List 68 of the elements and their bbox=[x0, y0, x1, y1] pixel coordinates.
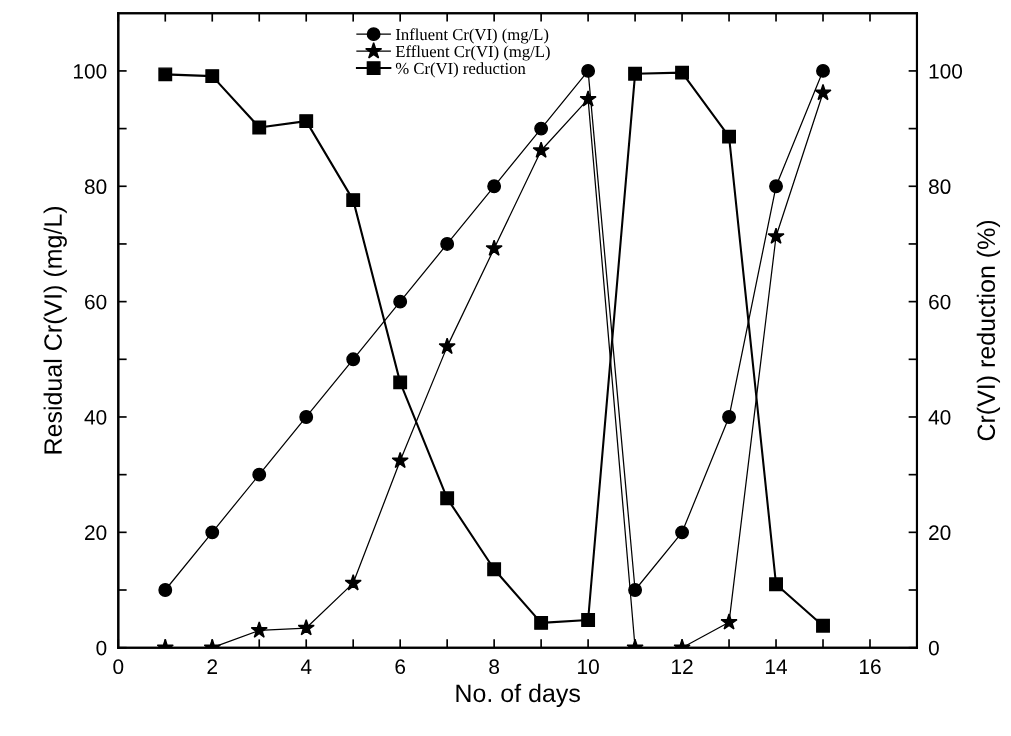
point bbox=[767, 227, 785, 244]
y2-tick-label: 100 bbox=[929, 63, 963, 79]
y2-tick-label: 60 bbox=[929, 294, 951, 310]
y2-tick-label: 40 bbox=[928, 409, 951, 425]
y2-axis-title: Cr(VI) reduction (%) bbox=[976, 220, 1001, 441]
point bbox=[205, 69, 220, 84]
point bbox=[579, 90, 597, 107]
point bbox=[158, 67, 173, 82]
point bbox=[344, 574, 362, 591]
x-tick-label: 6 bbox=[395, 659, 406, 675]
point bbox=[205, 525, 220, 540]
point bbox=[391, 451, 409, 469]
point bbox=[628, 583, 643, 597]
y2-tick-label: 20 bbox=[929, 525, 951, 541]
y-axis-title: Residual Cr(VI) (mg/L) bbox=[43, 206, 67, 454]
point bbox=[440, 237, 455, 251]
x-tick-label: 8 bbox=[489, 659, 500, 675]
point bbox=[534, 615, 549, 630]
y-tick-label: 20 bbox=[85, 525, 107, 541]
point bbox=[675, 525, 690, 540]
point bbox=[440, 491, 455, 506]
point bbox=[346, 352, 361, 367]
point bbox=[722, 129, 736, 144]
y-tick-label: 40 bbox=[84, 409, 107, 425]
x-tick-label: 12 bbox=[672, 659, 693, 674]
point bbox=[722, 410, 736, 424]
point bbox=[487, 562, 502, 577]
point bbox=[769, 179, 783, 194]
point bbox=[675, 65, 690, 80]
y-tick-label: 80 bbox=[84, 179, 107, 195]
legend-label: Effluent Cr(VI) (mg/L) bbox=[395, 45, 550, 61]
legend-label: % Cr(VI) reduction bbox=[395, 62, 526, 78]
y2-tick-label: 80 bbox=[928, 179, 951, 195]
point bbox=[816, 63, 830, 78]
point bbox=[720, 613, 738, 630]
y2-tick-label: 0 bbox=[928, 640, 939, 656]
point bbox=[393, 294, 408, 309]
point bbox=[393, 375, 408, 390]
point bbox=[769, 577, 783, 592]
point bbox=[346, 193, 361, 208]
point bbox=[534, 121, 549, 136]
point bbox=[532, 141, 550, 158]
point bbox=[299, 410, 314, 424]
point bbox=[158, 583, 173, 597]
x-tick-label: 4 bbox=[300, 659, 312, 674]
point bbox=[252, 120, 267, 135]
point bbox=[250, 621, 268, 638]
point bbox=[252, 467, 267, 482]
y-tick-label: 100 bbox=[74, 63, 107, 79]
point bbox=[487, 179, 502, 194]
x-tick-label: 0 bbox=[113, 659, 124, 675]
x-tick-label: 10 bbox=[578, 659, 599, 675]
point bbox=[628, 66, 643, 81]
point bbox=[438, 337, 456, 355]
x-tick-label: 16 bbox=[860, 659, 881, 675]
x-tick-label: 2 bbox=[207, 659, 217, 674]
point bbox=[581, 613, 596, 627]
x-tick-label: 14 bbox=[766, 659, 788, 674]
y-tick-label: 0 bbox=[96, 640, 107, 656]
point bbox=[485, 239, 503, 257]
point bbox=[297, 619, 315, 636]
point bbox=[299, 114, 314, 129]
x-axis-title: No. of days bbox=[456, 683, 580, 708]
point bbox=[814, 83, 832, 101]
point bbox=[816, 618, 830, 633]
legend-label: Influent Cr(VI) (mg/L) bbox=[395, 28, 549, 44]
point bbox=[581, 63, 596, 78]
y-tick-label: 60 bbox=[85, 294, 107, 310]
